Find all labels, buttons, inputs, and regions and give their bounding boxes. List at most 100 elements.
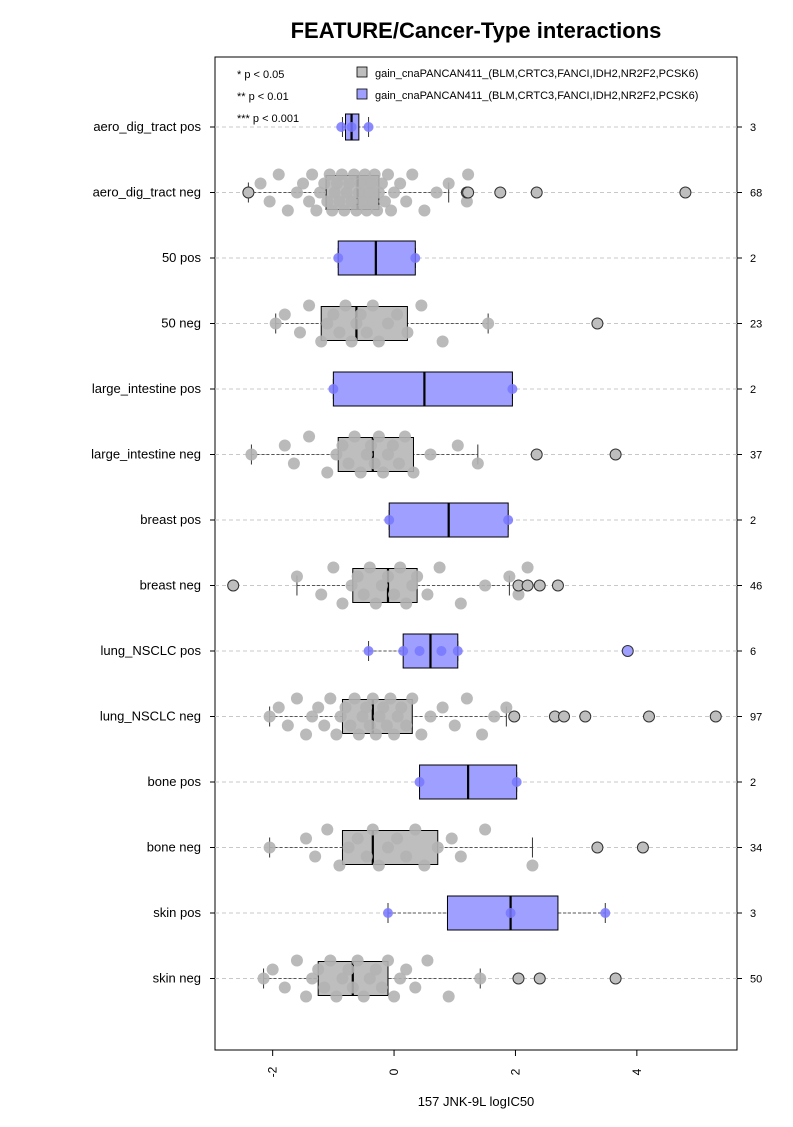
data-point bbox=[460, 692, 473, 705]
data-point bbox=[290, 570, 303, 583]
x-tick-label: 0 bbox=[387, 1068, 401, 1075]
grid-layer bbox=[215, 126, 737, 979]
data-point bbox=[511, 777, 522, 787]
group-label: 50 pos bbox=[162, 250, 202, 265]
data-point bbox=[462, 168, 475, 181]
data-point bbox=[328, 384, 339, 394]
data-point bbox=[351, 832, 364, 845]
data-point bbox=[321, 823, 334, 836]
data-point bbox=[388, 990, 401, 1003]
data-point bbox=[356, 710, 369, 723]
data-point bbox=[318, 719, 331, 732]
data-point bbox=[400, 195, 413, 208]
outlier-point bbox=[609, 448, 622, 461]
data-point bbox=[424, 448, 437, 461]
group-count: 68 bbox=[750, 188, 762, 200]
data-point bbox=[380, 719, 393, 732]
data-point bbox=[351, 954, 364, 967]
group-count: 2 bbox=[750, 384, 756, 396]
data-point bbox=[394, 972, 407, 985]
legend-label: gain_cnaPANCAN411_(BLM,CRTC3,FANCI,IDH2,… bbox=[375, 68, 698, 80]
data-point bbox=[482, 317, 495, 330]
data-point bbox=[263, 710, 276, 723]
data-point bbox=[344, 719, 357, 732]
data-point bbox=[315, 588, 328, 601]
data-point bbox=[368, 168, 381, 181]
data-point bbox=[388, 186, 401, 199]
x-axis: -2 0 2 4 bbox=[210, 126, 742, 1077]
x-tick-label: 2 bbox=[508, 1068, 522, 1075]
data-point bbox=[375, 981, 388, 994]
data-point bbox=[436, 646, 447, 656]
data-point bbox=[381, 448, 394, 461]
group-label: skin pos bbox=[153, 905, 201, 920]
data-point bbox=[476, 728, 489, 741]
point-layer bbox=[227, 122, 722, 1003]
box bbox=[332, 371, 513, 407]
data-point bbox=[245, 448, 258, 461]
data-point bbox=[321, 317, 334, 330]
outlier-point bbox=[642, 710, 655, 723]
data-point bbox=[366, 823, 379, 836]
outlier-point bbox=[636, 841, 649, 854]
data-point bbox=[351, 570, 364, 583]
data-point bbox=[342, 841, 355, 854]
significance-legend-item: ** p < 0.01 bbox=[237, 91, 289, 103]
data-point bbox=[327, 561, 340, 574]
outlier-point bbox=[533, 972, 546, 985]
data-point bbox=[339, 701, 352, 714]
data-point bbox=[414, 646, 425, 656]
data-point bbox=[372, 859, 385, 872]
data-point bbox=[448, 719, 461, 732]
data-point bbox=[600, 908, 611, 918]
data-point bbox=[436, 701, 449, 714]
data-point bbox=[272, 701, 285, 714]
outlier-point bbox=[462, 186, 475, 199]
data-point bbox=[331, 177, 344, 190]
plot-frame bbox=[214, 56, 738, 1051]
outlier-point bbox=[530, 448, 543, 461]
data-point bbox=[290, 954, 303, 967]
data-point bbox=[431, 841, 444, 854]
data-point bbox=[388, 728, 401, 741]
box bbox=[446, 895, 559, 931]
data-point bbox=[442, 990, 455, 1003]
data-point bbox=[503, 570, 516, 583]
data-point bbox=[406, 692, 419, 705]
group-label: breast neg bbox=[140, 578, 201, 593]
data-point bbox=[454, 597, 467, 610]
outlier-point bbox=[679, 186, 692, 199]
legend: * p < 0.05 ** p < 0.01 *** p < 0.001 gain_c… bbox=[237, 66, 698, 125]
group-count: 50 bbox=[750, 974, 762, 986]
group-label: bone pos bbox=[148, 774, 202, 789]
data-point bbox=[381, 954, 394, 967]
data-point bbox=[369, 963, 382, 976]
data-point bbox=[400, 963, 413, 976]
data-point bbox=[454, 850, 467, 863]
legend-swatch bbox=[356, 88, 368, 100]
data-point bbox=[257, 972, 270, 985]
data-point bbox=[415, 728, 428, 741]
data-point bbox=[330, 728, 343, 741]
data-point bbox=[368, 457, 381, 470]
data-point bbox=[352, 728, 365, 741]
data-point bbox=[394, 561, 407, 574]
group-label: lung_NSCLC pos bbox=[101, 643, 202, 658]
data-point bbox=[391, 308, 404, 321]
data-point bbox=[526, 859, 539, 872]
data-point bbox=[433, 561, 446, 574]
data-point bbox=[312, 963, 325, 976]
data-point bbox=[382, 908, 393, 918]
data-point bbox=[303, 195, 316, 208]
data-point bbox=[375, 579, 388, 592]
data-point bbox=[326, 204, 339, 217]
data-point bbox=[333, 326, 346, 339]
data-point bbox=[411, 570, 424, 583]
data-point bbox=[381, 570, 394, 583]
data-point bbox=[354, 308, 367, 321]
data-point bbox=[278, 308, 291, 321]
data-point bbox=[342, 963, 355, 976]
data-point bbox=[281, 204, 294, 217]
group-label: lung_NSCLC neg bbox=[100, 709, 201, 724]
